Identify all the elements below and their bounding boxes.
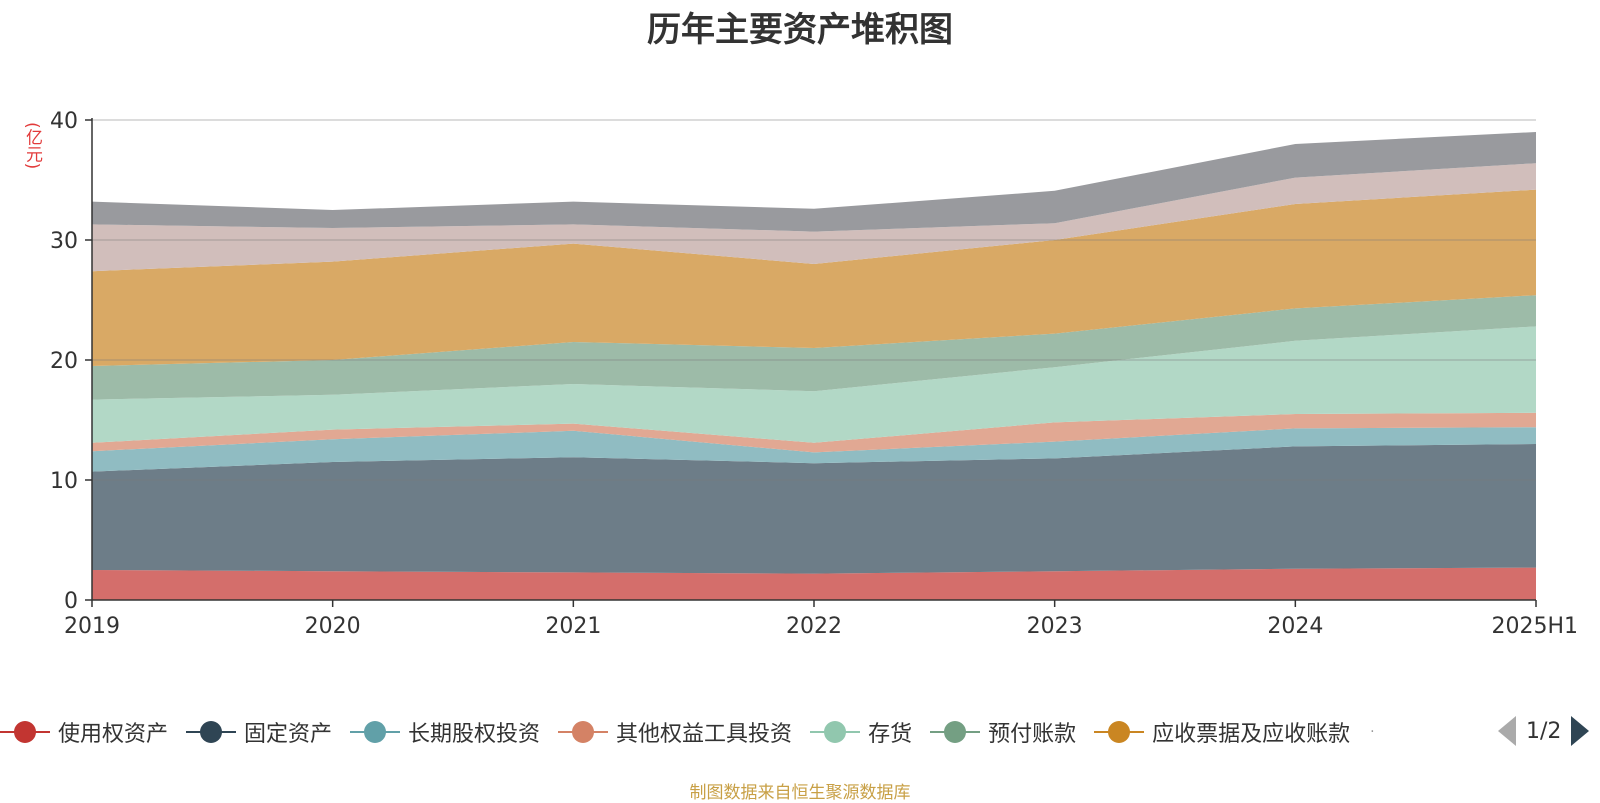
x-tick-label-0: 2019 [64, 614, 120, 639]
x-tick-label-5: 2024 [1267, 614, 1323, 639]
legend-dot [572, 721, 595, 743]
legend-dot [364, 721, 387, 743]
legend-pager: 1/2 [1498, 716, 1590, 746]
area-series-3 [92, 412, 1536, 453]
legend-label: 其他权益工具投资 [616, 722, 793, 747]
legend: 使用权资产 固定资产 长期股权投资 其他权益工具投资 存货 预付账款 应收票据及… [0, 712, 1389, 752]
legend-marker-icon [558, 717, 609, 747]
area-series-2 [92, 427, 1536, 472]
legend-dot [1108, 721, 1131, 743]
legend-item-0[interactable]: 使用权资产 [0, 716, 168, 748]
legend-label: 应收票据及应收账款 [1152, 722, 1351, 747]
data-source-note: 制图数据来自恒生聚源数据库 [689, 783, 911, 803]
y-tick-label-2: 20 [50, 349, 78, 374]
legend-item-2[interactable]: 长期股权投资 [350, 716, 540, 748]
y-tick-label-1: 10 [50, 469, 78, 494]
area-series-1 [92, 444, 1536, 574]
x-tick-label-3: 2022 [786, 614, 842, 639]
area-series-6 [92, 189, 1536, 366]
area-series-0 [92, 567, 1536, 600]
area-series-8 [92, 132, 1536, 232]
legend-label: 固定资产 [244, 722, 333, 747]
legend-prev-page-icon[interactable] [1498, 716, 1516, 746]
legend-marker-icon [1094, 717, 1145, 747]
legend-next-page-icon[interactable] [1571, 716, 1590, 746]
area-series-5 [92, 295, 1536, 400]
legend-ellipsis: · [1370, 724, 1375, 740]
x-tick-label-6: 2025H1 [1491, 614, 1578, 639]
y-tick-label-4: 40 [50, 109, 78, 134]
legend-page-indicator: 1/2 [1526, 718, 1562, 744]
y-axis-unit: (亿元) [22, 122, 42, 170]
legend-marker-icon [0, 717, 50, 747]
x-tick-label-1: 2020 [305, 614, 361, 639]
legend-item-4[interactable]: 存货 [810, 716, 912, 748]
legend-label: 存货 [868, 722, 913, 747]
y-tick-label-0: 0 [64, 589, 78, 614]
legend-dot [824, 721, 847, 743]
legend-label: 使用权资产 [58, 722, 169, 747]
stacked-area-chart: 0 10 20 30 40 2019 2020 2021 2022 2023 2024 2025H1 [50, 109, 1578, 639]
legend-dot [944, 721, 967, 743]
legend-item-6[interactable]: 应收票据及应收账款 [1094, 716, 1350, 748]
y-tick-label-3: 30 [50, 229, 78, 254]
area-series-7 [92, 163, 1536, 272]
legend-item-3[interactable]: 其他权益工具投资 [558, 716, 792, 748]
x-tick-label-4: 2023 [1027, 614, 1083, 639]
chart-title: 历年主要资产堆积图 [647, 10, 953, 50]
legend-label: 预付账款 [988, 722, 1077, 747]
area-series-4 [92, 326, 1536, 443]
legend-item-5[interactable]: 预付账款 [930, 716, 1076, 748]
legend-marker-icon [186, 717, 237, 747]
legend-label: 长期股权投资 [408, 722, 541, 747]
legend-dot [200, 721, 223, 743]
legend-dot [14, 721, 36, 743]
legend-marker-icon [810, 717, 861, 747]
legend-marker-icon [350, 717, 401, 747]
x-tick-label-2: 2021 [545, 614, 601, 639]
legend-marker-icon [930, 717, 981, 747]
legend-item-1[interactable]: 固定资产 [186, 716, 332, 748]
